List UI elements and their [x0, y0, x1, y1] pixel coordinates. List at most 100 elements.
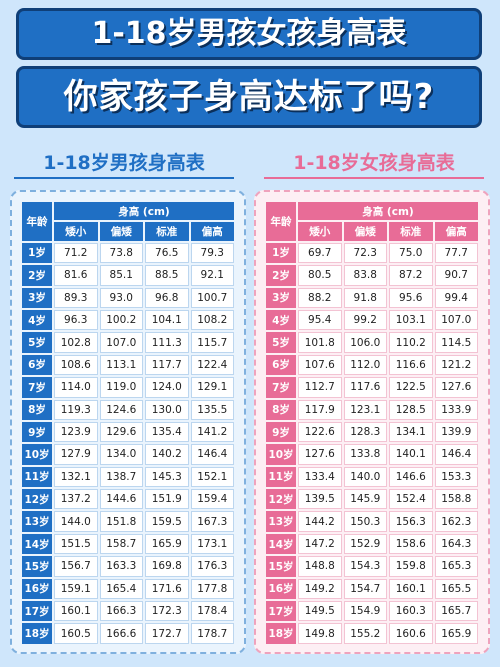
girls-height-cell: 158.8	[434, 489, 478, 510]
boys-height-cell: 119.3	[54, 399, 98, 420]
boys-title-underline	[14, 177, 234, 179]
boys-height-cell: 71.2	[54, 242, 98, 264]
girls-table-row: 18岁 149.8 155.2 160.6 165.9	[266, 623, 478, 644]
boys-height-cell: 172.7	[145, 623, 189, 644]
boys-column-header: 偏矮	[99, 222, 143, 241]
girls-height-cell: 133.4	[298, 466, 342, 488]
boys-height-cell: 129.1	[190, 377, 234, 398]
girls-height-table: 年龄 身高 (cm) 矮小 偏矮 标准 偏高 1岁 69.7 72.3 75.0 77.7 2岁…	[264, 200, 480, 646]
girls-table-row: 16岁 149.2 154.7 160.1 165.5	[266, 578, 478, 600]
boys-table-row: 6岁 108.6 113.1 117.7 122.4	[22, 354, 234, 376]
boys-column-header: 偏高	[190, 222, 234, 241]
boys-height-cell: 100.7	[190, 287, 234, 308]
boys-height-header: 身高 (cm)	[54, 202, 234, 221]
boys-height-cell: 100.2	[99, 309, 143, 331]
boys-height-cell: 158.7	[99, 533, 143, 555]
girls-table-row: 10岁 127.6 133.8 140.1 146.4	[266, 444, 478, 465]
girls-table-row: 12岁 139.5 145.9 152.4 158.8	[266, 489, 478, 510]
girls-height-cell: 122.5	[389, 377, 433, 398]
girls-height-cell: 99.4	[434, 287, 478, 308]
title-banner: 1-18岁男孩女孩身高表	[16, 8, 482, 60]
girls-height-cell: 154.9	[343, 601, 387, 622]
girls-height-cell: 128.3	[343, 421, 387, 443]
girls-height-cell: 95.6	[389, 287, 433, 308]
boys-height-cell: 132.1	[54, 466, 98, 488]
girls-height-cell: 106.0	[343, 332, 387, 353]
girls-height-cell: 114.5	[434, 332, 478, 353]
girls-table-row: 1岁 69.7 72.3 75.0 77.7	[266, 242, 478, 264]
girls-height-cell: 148.8	[298, 556, 342, 577]
boys-height-cell: 107.0	[99, 332, 143, 353]
girls-height-cell: 101.8	[298, 332, 342, 353]
boys-height-cell: 178.7	[190, 623, 234, 644]
boys-height-cell: 134.0	[99, 444, 143, 465]
boys-height-cell: 137.2	[54, 489, 98, 510]
boys-table-row: 15岁 156.7 163.3 169.8 176.3	[22, 556, 234, 577]
girls-age-cell: 7岁	[266, 377, 296, 398]
girls-height-cell: 133.8	[343, 444, 387, 465]
girls-column-header: 偏高	[434, 222, 478, 241]
boys-height-cell: 151.5	[54, 533, 98, 555]
boys-height-cell: 115.7	[190, 332, 234, 353]
boys-height-cell: 151.8	[99, 511, 143, 532]
boys-table-row: 18岁 160.5 166.6 172.7 178.7	[22, 623, 234, 644]
girls-table-row: 2岁 80.5 83.8 87.2 90.7	[266, 265, 478, 286]
girls-age-cell: 9岁	[266, 421, 296, 443]
boys-height-cell: 79.3	[190, 242, 234, 264]
girls-height-header: 身高 (cm)	[298, 202, 478, 221]
boys-height-cell: 111.3	[145, 332, 189, 353]
girls-height-cell: 116.6	[389, 354, 433, 376]
boys-height-cell: 113.1	[99, 354, 143, 376]
boys-height-cell: 144.6	[99, 489, 143, 510]
boys-height-cell: 159.1	[54, 578, 98, 600]
girls-height-cell: 165.9	[434, 623, 478, 644]
boys-height-cell: 96.3	[54, 309, 98, 331]
girls-height-cell: 159.8	[389, 556, 433, 577]
boys-table-row: 17岁 160.1 166.3 172.3 178.4	[22, 601, 234, 622]
boys-table-row: 9岁 123.9 129.6 135.4 141.2	[22, 421, 234, 443]
girls-age-cell: 3岁	[266, 287, 296, 308]
girls-height-cell: 75.0	[389, 242, 433, 264]
boys-height-cell: 144.0	[54, 511, 98, 532]
girls-height-cell: 154.7	[343, 578, 387, 600]
boys-height-cell: 114.0	[54, 377, 98, 398]
boys-table-row: 7岁 114.0 119.0 124.0 129.1	[22, 377, 234, 398]
boys-height-cell: 145.3	[145, 466, 189, 488]
boys-height-cell: 73.8	[99, 242, 143, 264]
girls-table-row: 3岁 88.2 91.8 95.6 99.4	[266, 287, 478, 308]
girls-height-cell: 160.6	[389, 623, 433, 644]
boys-height-cell: 127.9	[54, 444, 98, 465]
girls-table-panel: 年龄 身高 (cm) 矮小 偏矮 标准 偏高 1岁 69.7 72.3 75.0 77.7 2岁…	[254, 190, 490, 654]
girls-height-cell: 146.6	[389, 466, 433, 488]
boys-age-cell: 12岁	[22, 489, 52, 510]
boys-age-header: 年龄	[22, 202, 52, 241]
boys-age-cell: 15岁	[22, 556, 52, 577]
girls-height-cell: 140.1	[389, 444, 433, 465]
page-title: 1-18岁男孩女孩身高表	[91, 16, 407, 51]
girls-height-cell: 152.9	[343, 533, 387, 555]
girls-height-cell: 154.3	[343, 556, 387, 577]
boys-height-cell: 169.8	[145, 556, 189, 577]
boys-height-cell: 152.1	[190, 466, 234, 488]
boys-height-cell: 130.0	[145, 399, 189, 420]
girls-title-underline	[264, 177, 484, 179]
girls-age-cell: 1岁	[266, 242, 296, 264]
girls-height-cell: 160.3	[389, 601, 433, 622]
girls-column-header: 偏矮	[343, 222, 387, 241]
boys-age-cell: 18岁	[22, 623, 52, 644]
boys-height-cell: 119.0	[99, 377, 143, 398]
girls-age-cell: 12岁	[266, 489, 296, 510]
girls-height-cell: 112.0	[343, 354, 387, 376]
boys-table-row: 13岁 144.0 151.8 159.5 167.3	[22, 511, 234, 532]
girls-age-cell: 18岁	[266, 623, 296, 644]
girls-height-cell: 99.2	[343, 309, 387, 331]
boys-table-title: 1-18岁男孩身高表	[43, 152, 205, 174]
girls-height-cell: 87.2	[389, 265, 433, 286]
boys-height-cell: 89.3	[54, 287, 98, 308]
girls-height-cell: 134.1	[389, 421, 433, 443]
girls-height-cell: 149.8	[298, 623, 342, 644]
boys-column-header: 矮小	[54, 222, 98, 241]
boys-height-cell: 159.5	[145, 511, 189, 532]
girls-height-cell: 127.6	[434, 377, 478, 398]
girls-height-cell: 165.7	[434, 601, 478, 622]
